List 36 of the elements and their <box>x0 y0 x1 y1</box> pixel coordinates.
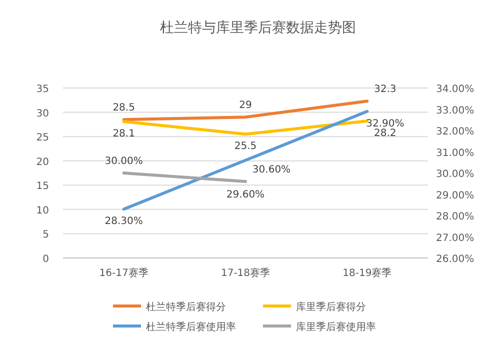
legend-label: 杜兰特季后赛使用率 <box>146 321 236 333</box>
y2-tick-label: 27.00% <box>436 232 474 244</box>
data-label: 32.3 <box>374 84 396 96</box>
y-tick-label: 5 <box>42 230 49 241</box>
y2-tick-label: 33.00% <box>436 105 474 116</box>
data-label: 28.1 <box>112 128 135 140</box>
y-tick-label: 25 <box>36 132 49 144</box>
y2-tick-label: 28.00% <box>436 212 474 222</box>
y-tick-label: 0 <box>42 254 49 265</box>
data-label: 28.2 <box>374 128 396 140</box>
y-tick-label: 20 <box>36 156 49 168</box>
legend-label: 库里季后赛得分 <box>296 301 366 313</box>
data-label: 28.30% <box>104 216 143 228</box>
data-label: 25.5 <box>234 141 257 152</box>
data-label: 30.60% <box>252 164 291 176</box>
y2-tick-label: 31.00% <box>436 148 474 159</box>
y2-tick-label: 32.00% <box>436 126 474 138</box>
y-tick-label: 15 <box>36 181 49 192</box>
y2-tick-label: 29.00% <box>436 190 474 202</box>
x-tick-label: 17-18赛季 <box>220 267 270 279</box>
x-tick-label: 18-19赛季 <box>342 267 392 279</box>
chart-title: 杜兰特与库里季后赛数据走势图 <box>160 20 356 36</box>
x-tick-label: 16-17赛季 <box>99 267 148 279</box>
data-label: 29.60% <box>226 190 265 200</box>
data-label: 29 <box>239 100 252 112</box>
y2-tick-label: 30.00% <box>436 169 474 180</box>
y-tick-label: 10 <box>36 205 49 216</box>
legend-label: 库里季后赛使用率 <box>296 321 376 333</box>
data-label: 28.5 <box>112 102 135 114</box>
legend-label: 杜兰特季后赛得分 <box>146 301 226 313</box>
y2-tick-label: 34.00% <box>436 84 474 95</box>
y-tick-label: 35 <box>36 84 49 95</box>
data-label: 30.00% <box>104 156 143 167</box>
data-label: 32.90% <box>366 118 404 130</box>
y-tick-label: 30 <box>36 108 49 120</box>
y2-tick-label: 26.00% <box>436 254 474 265</box>
